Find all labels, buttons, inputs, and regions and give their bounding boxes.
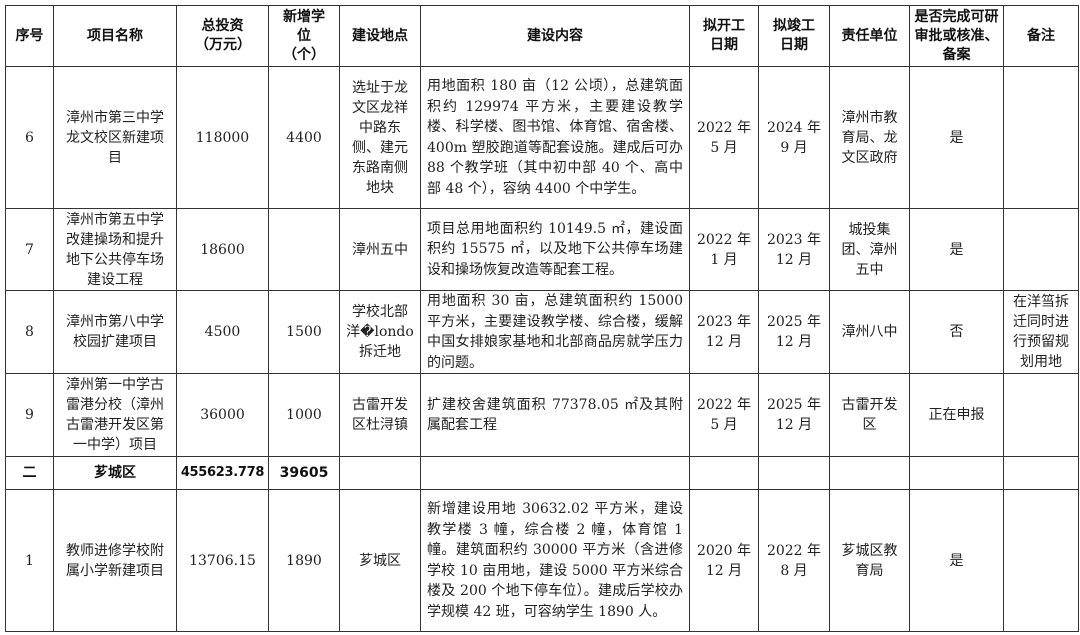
cell-location: 芗城区 <box>339 489 421 632</box>
cell-start: 2020 年 12 月 <box>689 489 759 632</box>
cell-seats: 1500 <box>268 290 340 374</box>
table-row: 9 漳州第一中学古雷港分校（漳州古雷港开发区第一中学）项目 36000 1000 古雷开… <box>5 373 1079 457</box>
cell-end: 2022 年 8 月 <box>758 489 830 632</box>
cell-approved: 是 <box>909 208 1004 291</box>
cell-approved: 否 <box>909 290 1004 374</box>
header-start: 拟开工日期 <box>689 5 759 67</box>
cell-unit: 漳州市教育局、龙文区政府 <box>829 66 910 209</box>
cell-remark: 在洋筜拆迁同时进行预留规划用地 <box>1003 290 1079 374</box>
cell-approved: 正在申报 <box>909 373 1004 457</box>
cell-seats: 1890 <box>268 489 340 632</box>
header-end: 拟竣工日期 <box>758 5 830 67</box>
cell-investment: 13706.15 <box>176 489 269 632</box>
cell-end: 2024 年 9 月 <box>758 66 830 209</box>
cell-no: 7 <box>5 208 54 291</box>
cell-start: 2022 年 5 月 <box>689 66 759 209</box>
cell-approved: 是 <box>909 489 1004 632</box>
table-row: 7 漳州市第五中学改建操场和提升地下公共停车场建设工程 18600 漳州五中 项目总用地… <box>5 208 1079 291</box>
cell-remark <box>1003 208 1079 291</box>
cell-seats: 4400 <box>268 66 340 209</box>
cell-no: 9 <box>5 373 54 457</box>
section-seats: 39605 <box>268 456 340 490</box>
cell-location: 学校北部洋�londo拆迁地 <box>339 290 421 374</box>
cell-location: 选址于龙文区龙祥中路东侧、建元东路南侧地块 <box>339 66 421 209</box>
cell-name: 漳州第一中学古雷港分校（漳州古雷港开发区第一中学）项目 <box>53 373 177 457</box>
cell-end: 2025 年 12 月 <box>758 290 830 374</box>
cell-location: 古雷开发区杜浔镇 <box>339 373 421 457</box>
cell-content: 扩建校舍建筑面积 77378.05 ㎡及其附属配套工程 <box>420 373 690 457</box>
cell-remark <box>1003 373 1079 457</box>
header-location: 建设地点 <box>339 5 421 67</box>
cell-unit: 古雷开发区 <box>829 373 910 457</box>
cell-content: 新增建设用地 30632.02 平方米，建设教学楼 3 幢，综合楼 2 幢，体育… <box>420 489 690 632</box>
cell-name: 漳州市第三中学龙文校区新建项目 <box>53 66 177 209</box>
section-empty-cell <box>758 456 830 490</box>
cell-unit: 芗城区教育局 <box>829 489 910 632</box>
cell-name: 漳州市第八中学校园扩建项目 <box>53 290 177 374</box>
cell-start: 2022 年 1 月 <box>689 208 759 291</box>
cell-name: 漳州市第五中学改建操场和提升地下公共停车场建设工程 <box>53 208 177 291</box>
header-no: 序号 <box>5 5 54 67</box>
cell-location: 漳州五中 <box>339 208 421 291</box>
header-row: 序号 项目名称 总投资（万元） 新增学位（个） 建设地点 建设内容 拟开工日期 … <box>5 5 1079 67</box>
cell-remark <box>1003 489 1079 632</box>
section-empty-cell <box>909 456 1004 490</box>
school-projects-table: 序号 项目名称 总投资（万元） 新增学位（个） 建设地点 建设内容 拟开工日期 … <box>5 5 1079 632</box>
header-unit: 责任单位 <box>829 5 910 67</box>
section-empty-cell <box>1003 456 1079 490</box>
section-name: 芗城区 <box>53 456 177 490</box>
cell-end: 2023 年 12 月 <box>758 208 830 291</box>
cell-investment: 18600 <box>176 208 269 291</box>
cell-content: 用地面积 30 亩，总建筑面积约 15000 平方米，主要建设教学楼、综合楼，缓… <box>420 290 690 374</box>
cell-unit: 漳州八中 <box>829 290 910 374</box>
section-empty-cell <box>829 456 910 490</box>
header-approved: 是否完成可研审批或核准、备案 <box>909 5 1004 67</box>
header-remark: 备注 <box>1003 5 1079 67</box>
cell-investment: 118000 <box>176 66 269 209</box>
header-content: 建设内容 <box>420 5 690 67</box>
cell-start: 2022 年 5 月 <box>689 373 759 457</box>
cell-end: 2025 年 12 月 <box>758 373 830 457</box>
section-empty-cell <box>339 456 421 490</box>
cell-approved: 是 <box>909 66 1004 209</box>
cell-investment: 36000 <box>176 373 269 457</box>
cell-seats: 1000 <box>268 373 340 457</box>
table-row: 8 漳州市第八中学校园扩建项目 4500 1500 学校北部洋�londo拆迁地 用地面积… <box>5 290 1079 374</box>
section-empty-cell <box>420 456 690 490</box>
header-name: 项目名称 <box>53 5 177 67</box>
section-investment: 455623.778 <box>176 456 269 490</box>
cell-no: 1 <box>5 489 54 632</box>
cell-remark <box>1003 66 1079 209</box>
cell-no: 8 <box>5 290 54 374</box>
cell-name: 教师进修学校附属小学新建项目 <box>53 489 177 632</box>
cell-start: 2023 年 12 月 <box>689 290 759 374</box>
cell-seats <box>268 208 340 291</box>
header-seats: 新增学位（个） <box>268 5 340 67</box>
cell-content: 用地面积 180 亩（12 公顷），总建筑面积约 129974 平方米，主要建设… <box>420 66 690 209</box>
cell-content: 项目总用地面积约 10149.5 ㎡，建设面积约 15575 ㎡，以及地下公共停… <box>420 208 690 291</box>
table-row: 6 漳州市第三中学龙文校区新建项目 118000 4400 选址于龙文区龙祥中路东侧、建… <box>5 66 1079 209</box>
header-investment: 总投资（万元） <box>176 5 269 67</box>
section-row: 二芗城区 455623.778 39605 <box>5 456 1079 490</box>
cell-investment: 4500 <box>176 290 269 374</box>
section-no: 二 <box>5 456 54 490</box>
cell-no: 6 <box>5 66 54 209</box>
section-empty-cell <box>689 456 759 490</box>
cell-unit: 城投集团、漳州五中 <box>829 208 910 291</box>
table-row: 1 教师进修学校附属小学新建项目 13706.15 1890 芗城区 新增建设用地 306… <box>5 489 1079 632</box>
